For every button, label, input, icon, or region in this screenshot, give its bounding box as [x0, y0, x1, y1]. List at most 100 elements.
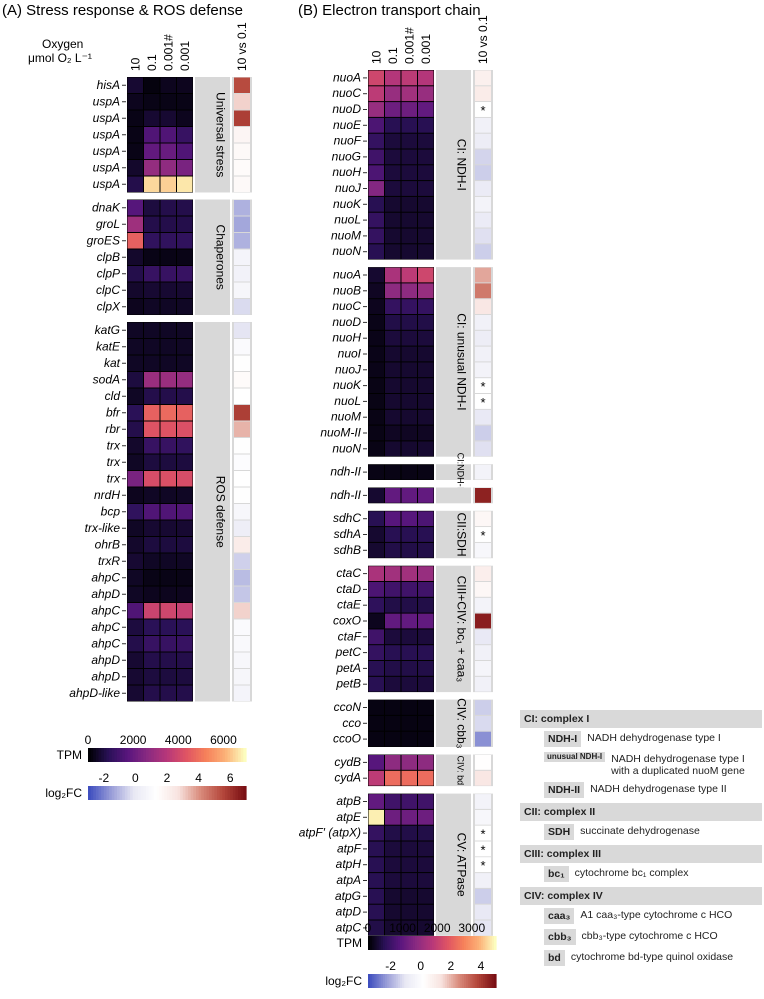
tpm-cell	[385, 755, 401, 770]
tpm-cell	[418, 228, 434, 244]
tpm-colorbar-step	[111, 748, 115, 762]
tpm-cell	[160, 454, 176, 470]
fc-colorbar-step	[188, 786, 192, 800]
tpm-cell	[177, 216, 193, 232]
gene-label: uspA	[93, 144, 120, 158]
tpm-colorbar-step	[461, 936, 465, 950]
tpm-cell	[401, 629, 417, 645]
fc-colorbar-step	[243, 786, 247, 800]
fc-cell	[234, 603, 250, 619]
tpm-cell	[177, 586, 193, 602]
tpm-cell	[177, 669, 193, 685]
tpm-cell	[418, 794, 434, 809]
fc-colorbar-step	[230, 786, 234, 800]
group-label: Universal stress	[214, 92, 228, 177]
tpm-cell	[368, 102, 384, 117]
tpm-cell	[177, 299, 193, 315]
tpm-cell	[368, 283, 384, 299]
tpm-cell	[418, 196, 434, 212]
fc-colorbar-step	[130, 786, 134, 800]
fc-cell	[475, 613, 491, 629]
tpm-cell	[401, 841, 417, 857]
fc-cell	[234, 388, 250, 404]
gene-label: bfr	[106, 405, 121, 419]
tpm-cell	[401, 857, 417, 873]
fc-column-header: 10 vs 0.1	[235, 22, 249, 71]
tpm-cell	[160, 586, 176, 602]
fc-cell	[234, 471, 250, 487]
tpm-cell	[177, 504, 193, 520]
fc-cell	[475, 888, 491, 904]
gene-label: nuoN	[332, 441, 361, 455]
fc-colorbar-step	[380, 974, 384, 988]
fc-colorbar-step	[111, 786, 115, 800]
tpm-colorbar-step	[400, 936, 403, 950]
fc-colorbar-step	[238, 786, 242, 800]
tpm-cell	[418, 873, 434, 888]
gene-label: uspA	[93, 160, 120, 174]
fc-colorbar-step	[368, 974, 371, 988]
tpm-cell	[368, 228, 384, 244]
fc-colorbar-step	[167, 786, 171, 800]
tpm-cell	[144, 553, 160, 569]
tpm-cell	[368, 794, 384, 809]
fc-colorbar-step	[101, 786, 105, 800]
gene-label: nuoC	[332, 86, 361, 100]
tpm-cell	[368, 86, 384, 102]
fc-colorbar-step	[446, 974, 450, 988]
tpm-cell	[160, 216, 176, 232]
tpm-cell	[144, 636, 160, 652]
gene-label: uspA	[93, 177, 120, 191]
gene-label: ahpC	[91, 570, 120, 584]
tpm-cell	[401, 165, 417, 181]
fc-colorbar-step	[198, 786, 202, 800]
tpm-colorbar-step	[376, 936, 380, 950]
fc-cell	[475, 228, 491, 244]
legend-section-heading: CII: complex II	[520, 803, 762, 821]
tpm-cell	[385, 70, 401, 86]
tpm-colorbar-step	[195, 748, 200, 762]
tpm-colorbar-step	[214, 748, 218, 762]
legend-description: NADH dehydrogenase type II	[590, 783, 727, 795]
gene-label: groL	[96, 217, 120, 231]
tpm-cell	[177, 322, 193, 338]
tpm-cell	[368, 441, 384, 457]
tpm-cell	[418, 809, 434, 825]
fc-cell	[475, 511, 491, 527]
tpm-colorbar-step	[487, 936, 491, 950]
tpm-colorbar-step	[391, 936, 395, 950]
tpm-colorbar-step	[451, 936, 454, 950]
tpm-colorbar-step	[130, 748, 134, 762]
tpm-cell	[127, 200, 143, 216]
gene-label: nuoG	[332, 149, 361, 163]
fc-legend-title: log₂FC	[325, 974, 362, 988]
tpm-cell	[127, 249, 143, 265]
tpm-tick-label: 0	[85, 733, 92, 747]
tpm-cell	[401, 181, 417, 196]
fc-colorbar-step	[95, 786, 100, 800]
gene-label: trx	[107, 455, 121, 469]
fc-colorbar-step	[224, 786, 229, 800]
tpm-colorbar-step	[177, 748, 181, 762]
tpm-cell	[127, 216, 143, 232]
tpm-cell	[401, 873, 417, 888]
fc-colorbar-step	[138, 786, 142, 800]
tpm-cell	[177, 471, 193, 487]
tpm-cell	[160, 200, 176, 216]
tpm-cell	[160, 405, 176, 421]
fc-colorbar-step	[161, 786, 165, 800]
gene-label: petB	[335, 677, 361, 691]
tpm-colorbar-step	[90, 748, 94, 762]
fc-cell	[234, 487, 250, 503]
tpm-cell	[385, 244, 401, 260]
fc-colorbar-step	[425, 974, 429, 988]
tpm-cell	[401, 315, 417, 330]
tpm-cell	[385, 770, 401, 786]
tpm-cell	[144, 77, 160, 93]
fc-cell	[234, 127, 250, 143]
tpm-cell	[385, 629, 401, 645]
tpm-cell	[418, 346, 434, 362]
fc-colorbar-step	[434, 974, 437, 988]
column-header: 0.001	[419, 34, 433, 64]
fc-colorbar-step	[438, 974, 442, 988]
